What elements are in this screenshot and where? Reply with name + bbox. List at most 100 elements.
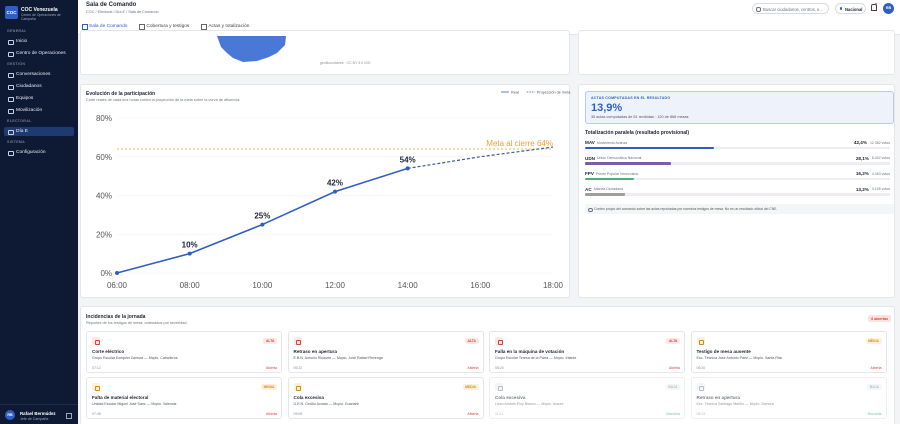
card-title: Evolución de la participación	[86, 91, 156, 97]
severity-badge: ALTA	[666, 337, 680, 344]
incident-status: Atendida	[666, 411, 680, 416]
incident[interactable]: MEDIA Testigo de mesa ausente Esc. Técnica…	[690, 331, 887, 373]
nav-item[interactable]: Equipos	[4, 94, 74, 103]
scope-label: Nacional	[845, 6, 863, 12]
incident-title: Retraso en apertura	[293, 349, 337, 354]
incident-status: Abierta	[467, 411, 479, 416]
nav-label: Inicio	[16, 39, 28, 44]
nav-label: Configuración	[16, 150, 46, 155]
search[interactable]: Buscar ciudadanos, centros, e...	[752, 3, 829, 14]
scope[interactable]: Nacional	[835, 3, 866, 14]
note-text: Conteo propio del comando sobre las acta…	[594, 207, 778, 211]
incident-time: 07:45	[92, 411, 101, 416]
severity-badge: ALTA	[263, 337, 277, 344]
incident[interactable]: ALTA Retraso en apertura E.B.N. Antonio Ri…	[287, 331, 484, 373]
nav-item[interactable]: Centro de Operaciones	[4, 49, 74, 58]
incident-place: Unidad Escolar Miguel José Sanz — Mcpio.…	[92, 402, 177, 406]
card-subtitle: Corte reales de cada dos horas contra la…	[86, 97, 241, 102]
notification-dot	[875, 3, 877, 5]
section-title: SISTEMA	[7, 140, 26, 144]
x-tick-label: 16:00	[470, 281, 491, 290]
party-pct: 28,1%	[855, 155, 869, 161]
incident-title: Testigo de mesa ausente	[696, 349, 751, 354]
incident[interactable]: MEDIA Cola excesiva U.E.N. Cecilio Acosta …	[287, 377, 484, 419]
side-card-top	[578, 30, 895, 75]
nav-item[interactable]: Configuración	[4, 148, 74, 157]
tab-icon	[139, 24, 145, 30]
party-track	[585, 177, 890, 180]
avatar[interactable]: RB	[883, 3, 894, 14]
incident-icon-glyph	[296, 385, 301, 391]
incident-icon	[696, 337, 705, 345]
party-votes: 3.105 votos	[871, 187, 890, 192]
party-pct: 16,2%	[855, 171, 869, 176]
incident-title: Cola excesiva	[293, 395, 324, 400]
section-title: GESTIÓN	[7, 62, 26, 66]
search-icon	[756, 6, 761, 12]
nav-item[interactable]: Movilización	[4, 106, 74, 115]
data-label: 25%	[254, 212, 270, 221]
series-line	[407, 146, 554, 169]
nav-item[interactable]: Ciudadanos	[4, 82, 74, 91]
x-tick-label: 08:00	[180, 281, 201, 290]
party-name: Unión Democrática Nacional	[596, 156, 642, 161]
incident-title: Falla en la máquina de votación	[495, 349, 565, 354]
incident-status: Resuelta	[867, 411, 882, 416]
incident-title: Falta de material electoral	[92, 395, 149, 400]
incident-title: Corte eléctrico	[92, 349, 125, 354]
incident-place: Esc. Técnica Santiago Mariño — Mcpio. Za…	[696, 402, 774, 406]
incident-icon	[293, 383, 302, 391]
incident[interactable]: ALTA Corte eléctrico Grupo Escolar Ezequie…	[86, 331, 282, 373]
data-label: 10%	[182, 241, 198, 250]
incident-place: Esc. Técnica José Antonio Páez — Mcpio. …	[696, 356, 782, 360]
incident[interactable]: BAJA Retraso en apertura Esc. Técnica Sant…	[690, 377, 887, 419]
incident-icon-glyph	[94, 339, 100, 345]
nav-item[interactable]: Conversaciones	[4, 70, 74, 79]
incident-status: Abierta	[265, 365, 277, 370]
y-tick-label: 80%	[96, 114, 112, 123]
tab-icon	[82, 24, 88, 30]
open-badge: 6 abiertas	[868, 315, 891, 322]
x-tick-label: 10:00	[252, 281, 273, 290]
nav-item[interactable]: Inicio	[4, 37, 74, 46]
data-label: 54%	[400, 155, 416, 164]
tab-label: Sala de Comando	[89, 24, 128, 29]
logout[interactable]	[66, 413, 72, 419]
notifications[interactable]	[871, 4, 877, 11]
user: RB Rafael Bermúdez Jefe de Campaña	[0, 404, 78, 424]
results-detail: 35 actas computadas de 51 recibidas · 12…	[591, 115, 689, 119]
nav-label: Ciudadanos	[16, 84, 42, 89]
incident-icon-glyph	[497, 385, 503, 391]
x-tick-label: 18:00	[543, 281, 564, 290]
incident[interactable]: MEDIA Falta de material electoral Unidad E…	[86, 377, 282, 419]
map	[217, 36, 286, 62]
point	[260, 222, 265, 227]
nav-label: Conversaciones	[16, 72, 51, 77]
y-tick-label: 0%	[100, 269, 112, 278]
user-avatar: RB	[5, 410, 15, 420]
data-label: 42%	[327, 179, 343, 188]
incident[interactable]: ALTA Falla en la máquina de votación Grupo…	[489, 331, 685, 373]
severity-badge: MEDIA	[865, 337, 882, 344]
nav-item[interactable]: Día E	[4, 127, 74, 136]
series-line	[116, 167, 408, 274]
severity-badge: BAJA	[665, 383, 680, 390]
party-bar	[585, 177, 635, 180]
brand-subtitle: Centro de Operaciones de Campaña	[21, 13, 61, 21]
party-votes: 8.402 votos	[871, 156, 890, 161]
party-name: Alianza Ciudadana	[593, 187, 624, 192]
party-pct: 42,4%	[853, 140, 867, 145]
party-track	[585, 162, 890, 165]
party-code: UDN	[585, 155, 595, 161]
y-tick-label: 40%	[96, 192, 112, 201]
incident-time: 06:22	[293, 365, 303, 370]
incident-time: 07:12	[92, 365, 101, 370]
incident-title: Cola excesiva	[495, 395, 526, 400]
scope-icon	[839, 7, 842, 10]
party-code: AC	[585, 186, 592, 192]
tab-label: Actas y totalización	[208, 24, 250, 29]
incident[interactable]: BAJA Cola excesiva Liceo Andrés Eloy Blanc…	[489, 377, 685, 419]
incidents-title: Incidencias de la jornada	[86, 314, 146, 320]
party-code: FPV	[585, 171, 594, 176]
